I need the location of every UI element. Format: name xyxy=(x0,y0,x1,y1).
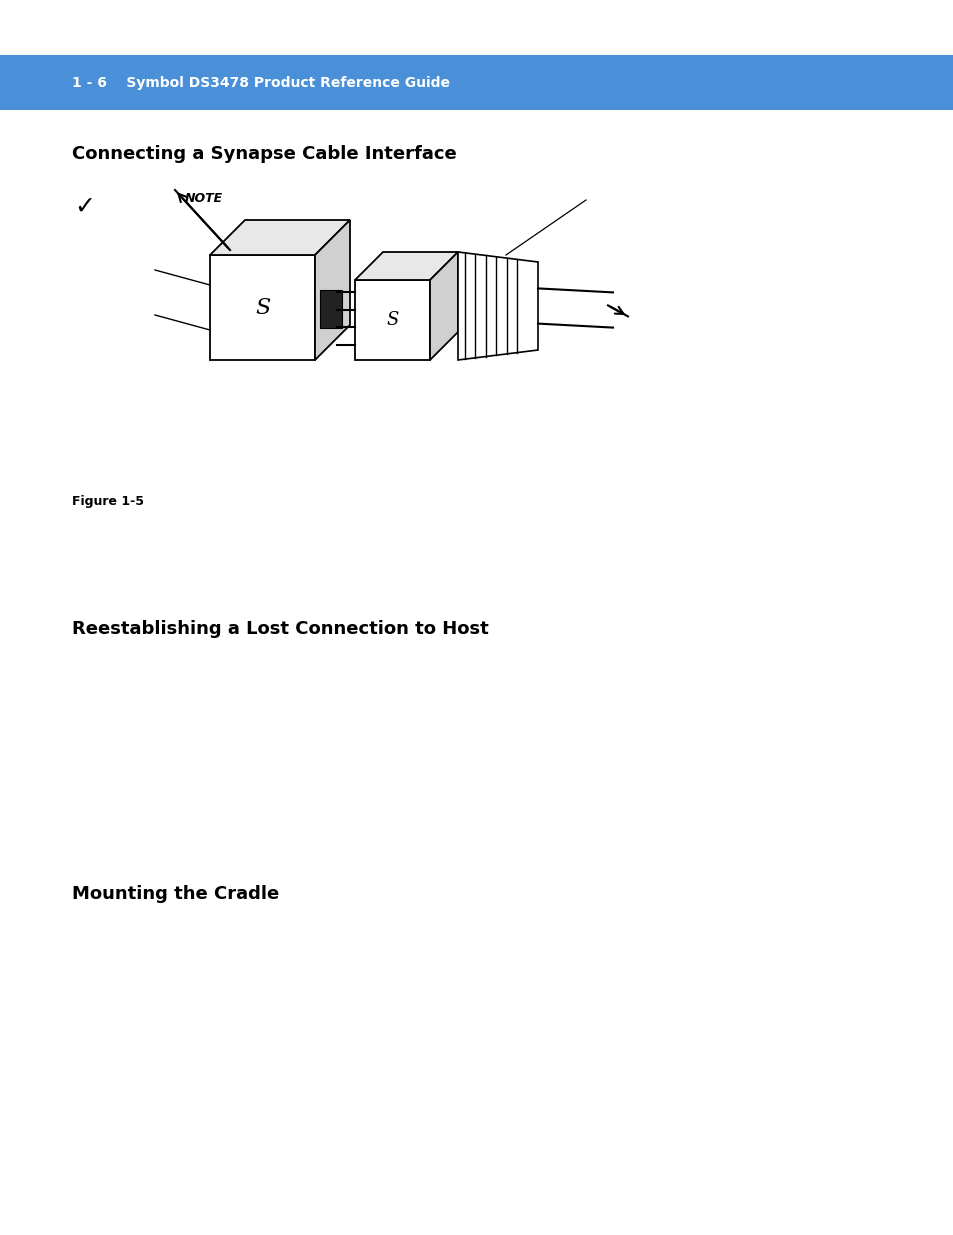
Polygon shape xyxy=(314,220,350,359)
Text: 1 - 6    Symbol DS3478 Product Reference Guide: 1 - 6 Symbol DS3478 Product Reference Gu… xyxy=(71,75,450,89)
Text: NOTE: NOTE xyxy=(185,191,223,205)
Text: Connecting a Synapse Cable Interface: Connecting a Synapse Cable Interface xyxy=(71,144,456,163)
Text: ✓: ✓ xyxy=(74,195,95,219)
Polygon shape xyxy=(210,254,314,359)
Bar xyxy=(319,290,341,329)
Text: S: S xyxy=(254,296,270,319)
Polygon shape xyxy=(457,252,537,359)
Polygon shape xyxy=(430,252,457,359)
Polygon shape xyxy=(355,280,430,359)
Text: Figure 1-5: Figure 1-5 xyxy=(71,495,144,508)
Bar xyxy=(0,56,953,110)
Text: Reestablishing a Lost Connection to Host: Reestablishing a Lost Connection to Host xyxy=(71,620,488,638)
Polygon shape xyxy=(210,220,350,254)
Polygon shape xyxy=(355,252,457,280)
Text: Mounting the Cradle: Mounting the Cradle xyxy=(71,885,279,903)
Text: S: S xyxy=(386,311,398,329)
